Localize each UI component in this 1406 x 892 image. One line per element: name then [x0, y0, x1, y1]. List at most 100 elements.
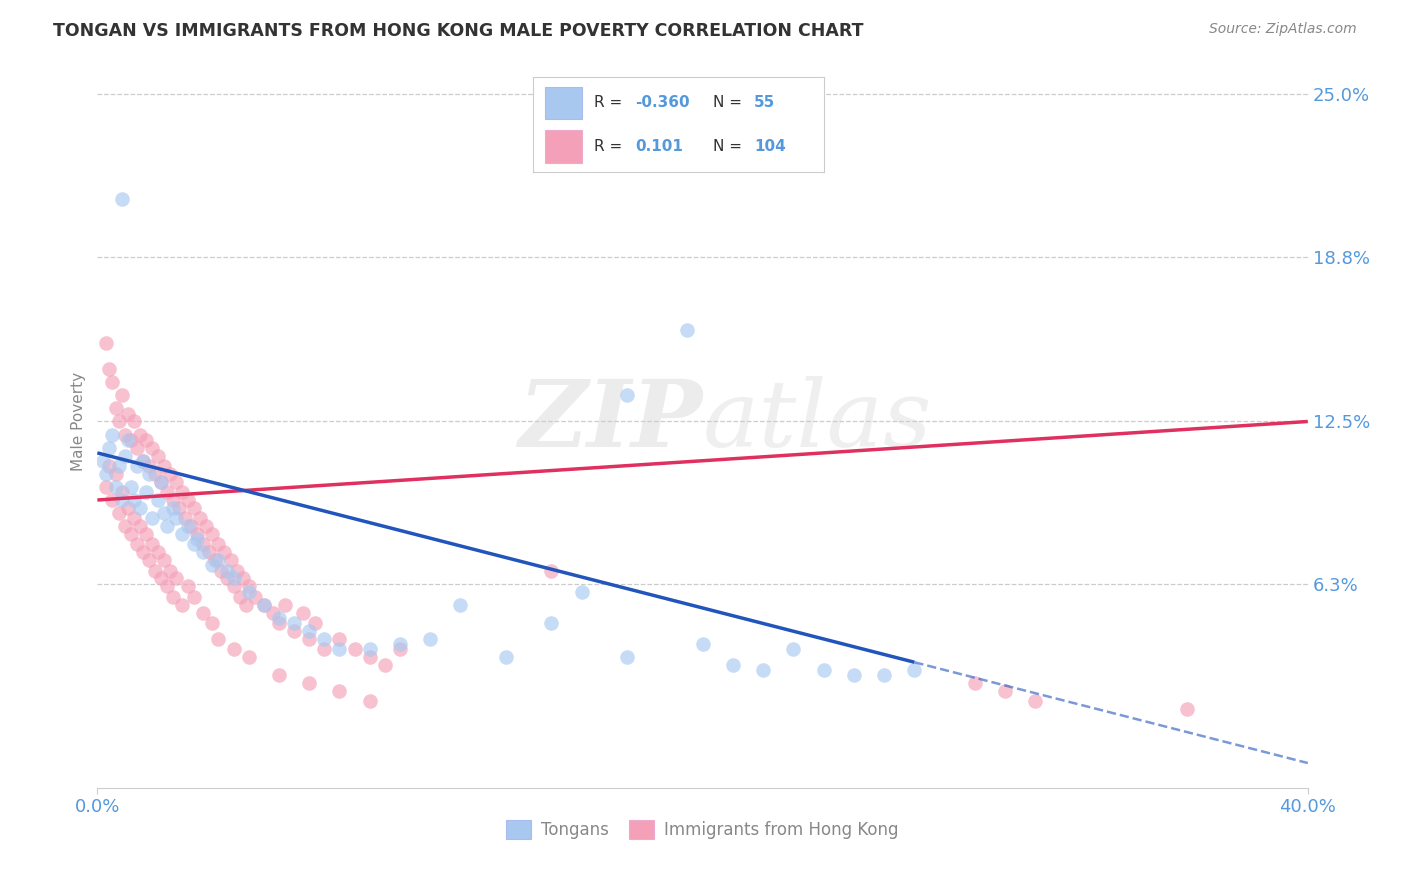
- Point: [873, 668, 896, 682]
- Point: [96, 467, 118, 481]
- Point: [162, 493, 184, 508]
- Point: [114, 427, 136, 442]
- Point: [207, 553, 229, 567]
- Point: [201, 615, 224, 630]
- Point: [153, 506, 176, 520]
- Point: [128, 427, 150, 442]
- Point: [267, 668, 290, 682]
- Point: [222, 579, 245, 593]
- Point: [193, 537, 215, 551]
- Point: [110, 485, 132, 500]
- Point: [162, 590, 184, 604]
- Point: [274, 598, 297, 612]
- Point: [141, 537, 163, 551]
- Point: [107, 506, 129, 520]
- Point: [495, 650, 517, 665]
- Point: [141, 511, 163, 525]
- Point: [782, 642, 804, 657]
- Point: [177, 519, 200, 533]
- Point: [159, 564, 181, 578]
- Point: [135, 527, 157, 541]
- Point: [104, 401, 127, 416]
- Point: [165, 475, 187, 489]
- Point: [238, 579, 260, 593]
- Point: [419, 632, 441, 646]
- Point: [1024, 694, 1046, 708]
- Point: [114, 449, 136, 463]
- Point: [125, 458, 148, 473]
- Point: [328, 642, 350, 657]
- Point: [135, 485, 157, 500]
- Point: [159, 467, 181, 481]
- Point: [201, 527, 224, 541]
- Point: [98, 458, 121, 473]
- Point: [222, 642, 245, 657]
- Point: [186, 533, 208, 547]
- Point: [165, 572, 187, 586]
- Point: [217, 572, 239, 586]
- Point: [752, 663, 775, 677]
- Point: [304, 615, 326, 630]
- Point: [193, 606, 215, 620]
- Legend: Tongans, Immigrants from Hong Kong: Tongans, Immigrants from Hong Kong: [499, 813, 905, 846]
- Point: [172, 527, 194, 541]
- Point: [107, 415, 129, 429]
- Point: [903, 663, 925, 677]
- Point: [235, 598, 257, 612]
- Point: [93, 454, 115, 468]
- Point: [188, 511, 211, 525]
- Point: [222, 572, 245, 586]
- Point: [96, 480, 118, 494]
- Point: [114, 519, 136, 533]
- Point: [143, 467, 166, 481]
- Point: [146, 493, 169, 508]
- Point: [388, 637, 411, 651]
- Point: [963, 676, 986, 690]
- Point: [172, 485, 194, 500]
- Point: [146, 449, 169, 463]
- Point: [328, 632, 350, 646]
- Point: [193, 545, 215, 559]
- Point: [267, 611, 290, 625]
- Point: [298, 632, 321, 646]
- Point: [198, 545, 221, 559]
- Point: [122, 415, 145, 429]
- Point: [217, 564, 239, 578]
- Point: [692, 637, 714, 651]
- Point: [107, 458, 129, 473]
- Point: [128, 519, 150, 533]
- Point: [1175, 702, 1198, 716]
- Point: [253, 598, 276, 612]
- Point: [204, 553, 226, 567]
- Point: [180, 519, 202, 533]
- Point: [359, 694, 381, 708]
- Point: [676, 323, 699, 337]
- Text: ZIP: ZIP: [519, 376, 703, 467]
- Point: [117, 500, 139, 515]
- Point: [149, 475, 172, 489]
- Point: [298, 624, 321, 638]
- Point: [98, 441, 121, 455]
- Point: [238, 650, 260, 665]
- Point: [149, 572, 172, 586]
- Point: [132, 454, 155, 468]
- Point: [110, 192, 132, 206]
- Point: [616, 388, 638, 402]
- Point: [842, 668, 865, 682]
- Point: [117, 407, 139, 421]
- Point: [128, 500, 150, 515]
- Point: [101, 427, 124, 442]
- Point: [156, 485, 179, 500]
- Text: atlas: atlas: [703, 376, 932, 467]
- Point: [122, 493, 145, 508]
- Text: Source: ZipAtlas.com: Source: ZipAtlas.com: [1209, 22, 1357, 37]
- Point: [813, 663, 835, 677]
- Point: [207, 632, 229, 646]
- Point: [195, 519, 218, 533]
- Point: [540, 615, 562, 630]
- Point: [343, 642, 366, 657]
- Point: [135, 433, 157, 447]
- Point: [120, 433, 142, 447]
- Point: [138, 467, 160, 481]
- Point: [209, 564, 232, 578]
